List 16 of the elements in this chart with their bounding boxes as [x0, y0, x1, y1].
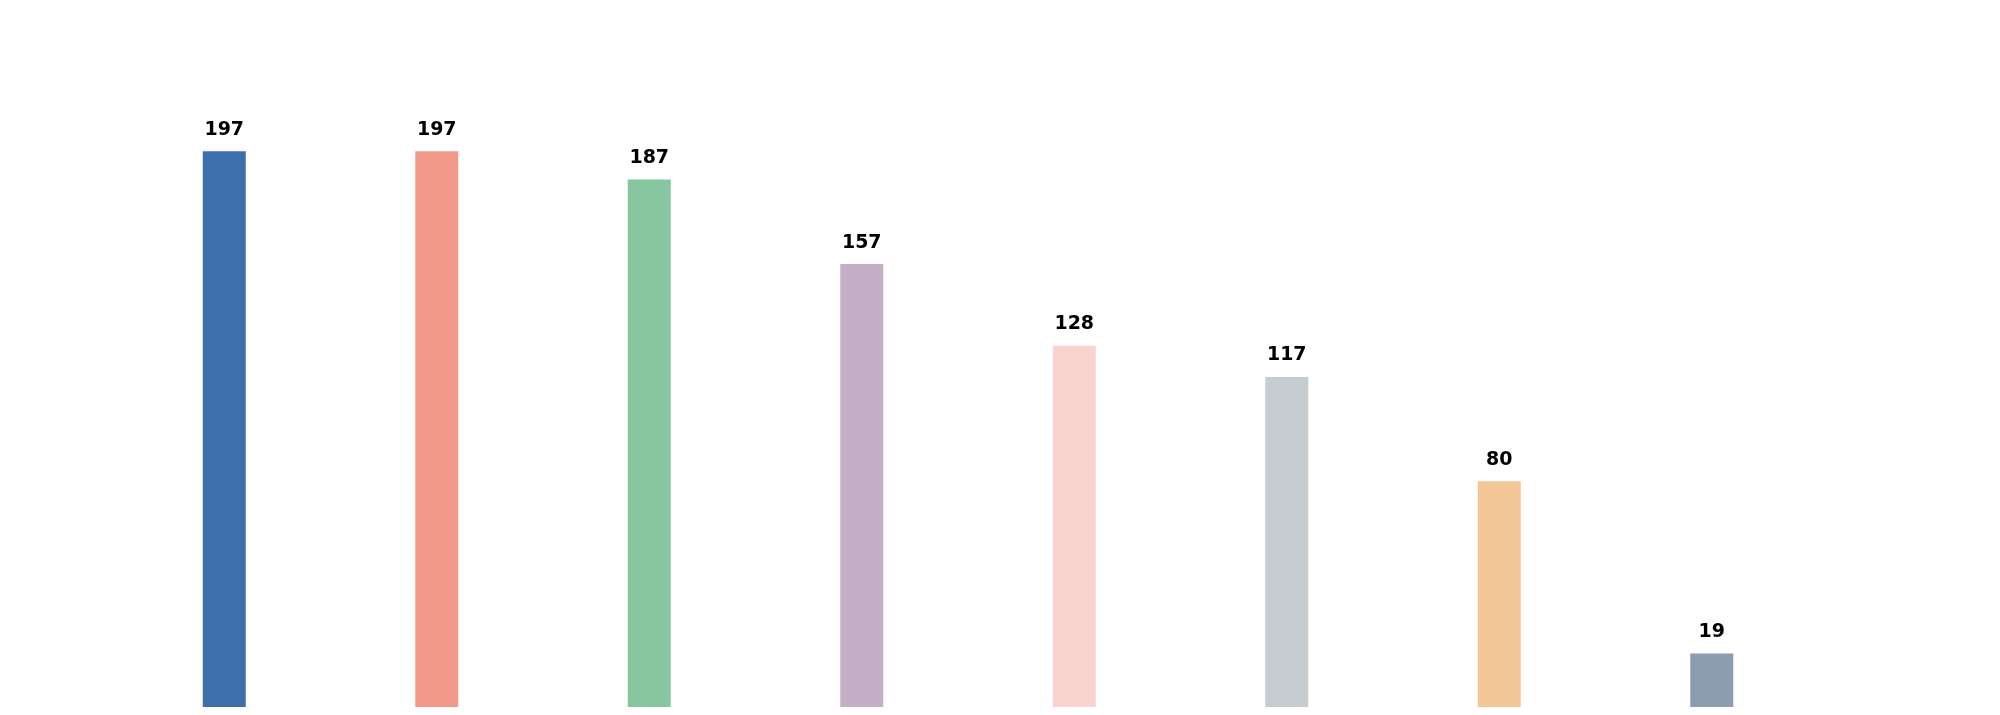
- data-label: 197: [204, 116, 245, 139]
- bar: [1052, 345, 1096, 707]
- data-label: 187: [629, 144, 670, 167]
- data-label: 80: [1486, 446, 1513, 469]
- bar: [627, 179, 671, 707]
- bar: [1477, 481, 1521, 707]
- bar: [1690, 653, 1734, 707]
- bar: [840, 264, 884, 707]
- bar: [1265, 376, 1309, 707]
- data-label: 157: [841, 229, 882, 252]
- data-label: 197: [416, 116, 457, 139]
- data-label: 128: [1054, 311, 1095, 334]
- bar: [202, 151, 246, 707]
- data-label: 117: [1266, 342, 1307, 365]
- data-label: 19: [1698, 618, 1725, 641]
- bar: [415, 151, 459, 707]
